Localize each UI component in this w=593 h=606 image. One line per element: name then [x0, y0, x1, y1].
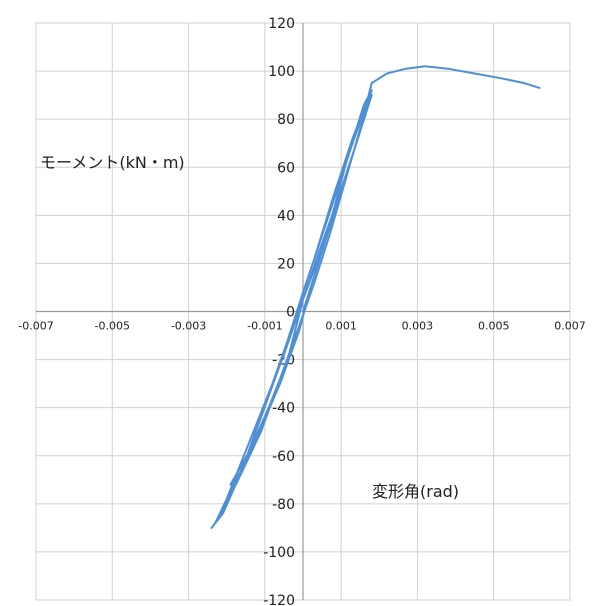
y-tick-label: -60: [272, 449, 295, 465]
y-tick-label: -120: [263, 593, 295, 606]
x-axis-label: 変形角(rad): [372, 482, 459, 501]
y-tick-label: 120: [268, 16, 295, 32]
x-tick-label: 0.003: [402, 320, 434, 333]
x-tick-label: -0.005: [95, 320, 130, 333]
x-tick-label: -0.007: [18, 320, 53, 333]
y-tick-label: -40: [272, 401, 295, 417]
x-tick-label: 0.005: [478, 320, 510, 333]
y-tick-label: -100: [263, 545, 295, 561]
y-axis-label: モーメント(kN・m): [40, 153, 185, 172]
x-tick-label: -0.001: [247, 320, 282, 333]
y-tick-label: -80: [272, 497, 295, 513]
y-tick-label: 40: [277, 208, 295, 224]
y-tick-label: 20: [277, 256, 295, 272]
y-tick-label: 100: [268, 64, 295, 80]
x-tick-label: 0.001: [325, 320, 357, 333]
moment-rotation-curve: [210, 65, 541, 529]
x-tick-label: -0.003: [171, 320, 206, 333]
x-tick-labels: -0.007 -0.005 -0.003 -0.001 0.001 0.003 0.005 0…: [18, 320, 585, 333]
y-tick-label: 60: [277, 160, 295, 176]
y-tick-label: 80: [277, 112, 295, 128]
x-tick-label: 0.007: [554, 320, 586, 333]
y-tick-label: 0: [286, 305, 295, 321]
